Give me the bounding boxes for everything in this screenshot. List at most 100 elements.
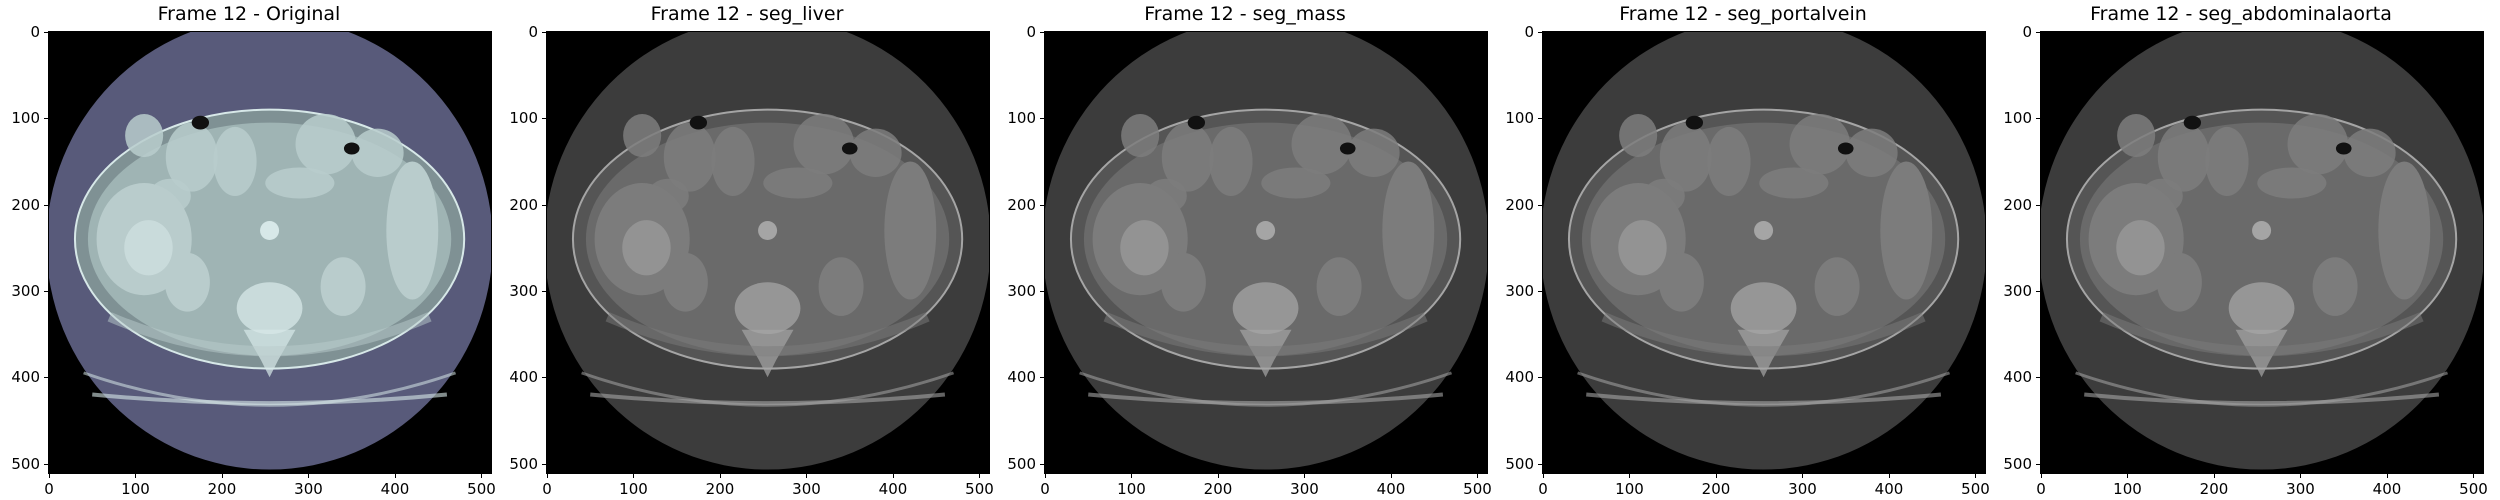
y-tick-mark xyxy=(2036,290,2041,292)
x-tick-mark xyxy=(308,473,310,478)
y-tick-mark xyxy=(44,118,49,120)
image-axes: 0 100 200 300 400 500 0 100 200 300 400 500 xyxy=(11,23,495,498)
x-tick-mark xyxy=(806,473,808,478)
y-tick-label: 500 xyxy=(1505,454,1534,473)
x-tick-mark xyxy=(1477,473,1479,478)
y-tick-label: 0 xyxy=(2022,23,2032,41)
y-tick-mark xyxy=(44,290,49,292)
x-tick-label: 0 xyxy=(1040,480,1050,498)
y-tick-mark xyxy=(1040,377,1045,379)
y-tick-mark xyxy=(542,290,547,292)
y-tick-mark xyxy=(1040,118,1045,120)
x-tick-mark xyxy=(1217,473,1219,478)
y-tick-mark xyxy=(44,463,49,465)
x-tick-label: 200 xyxy=(2199,480,2229,498)
x-tick-label: 500 xyxy=(2459,480,2488,498)
y-tick-label: 400 xyxy=(1505,368,1534,387)
x-tick-label: 300 xyxy=(1788,480,1817,498)
x-tick-mark xyxy=(2386,473,2388,478)
x-tick-label: 400 xyxy=(380,480,410,498)
panel-title: Frame 12 - seg_abdominalaorta xyxy=(2090,3,2392,25)
y-tick-label: 500 xyxy=(509,454,538,473)
y-tick-mark xyxy=(1040,290,1045,292)
y-tick-mark xyxy=(44,377,49,379)
x-tick-mark xyxy=(1390,473,1392,478)
y-tick-mark xyxy=(1538,290,1543,292)
x-tick-mark xyxy=(1543,473,1544,478)
x-tick-label: 400 xyxy=(2372,480,2402,498)
x-tick-label: 400 xyxy=(878,480,908,498)
image-axes: 0 100 200 300 400 500 0 100 200 300 400 500 xyxy=(1007,23,1491,498)
y-tick-label: 100 xyxy=(509,109,538,128)
panel-seg-liver: Frame 12 - seg_liver 0 100 200 300 400 500 0 10… xyxy=(509,0,993,500)
x-tick-label: 200 xyxy=(207,480,237,498)
y-tick-label: 300 xyxy=(1007,281,1036,300)
panel-title: Frame 12 - seg_mass xyxy=(1144,3,1346,25)
x-tick-mark xyxy=(394,473,396,478)
y-tick-label: 200 xyxy=(509,195,538,214)
panel-seg-abdominalaorta: Frame 12 - seg_abdominalaorta 0 100 200 300… xyxy=(2003,0,2487,500)
image-axes: 0 100 200 300 400 500 0 100 200 300 400 500 xyxy=(2003,23,2487,498)
x-tick-label: 100 xyxy=(121,480,150,498)
x-tick-mark xyxy=(49,473,50,478)
panel-seg-mass: Frame 12 - seg_mass 0 100 200 300 400 500 0 100… xyxy=(1007,0,1491,500)
y-tick-mark xyxy=(1040,463,1045,465)
x-tick-label: 100 xyxy=(619,480,648,498)
y-tick-mark xyxy=(2036,32,2041,33)
ct-slice-image xyxy=(2041,32,2483,473)
x-tick-label: 300 xyxy=(294,480,323,498)
y-tick-mark xyxy=(542,118,547,120)
y-tick-mark xyxy=(2036,377,2041,379)
y-tick-label: 300 xyxy=(509,281,538,300)
y-tick-mark xyxy=(1538,377,1543,379)
y-tick-label: 200 xyxy=(11,195,40,214)
y-tick-label: 500 xyxy=(11,454,40,473)
x-tick-mark xyxy=(1629,473,1631,478)
x-tick-mark xyxy=(547,473,548,478)
x-tick-mark xyxy=(481,473,483,478)
x-tick-mark xyxy=(633,473,635,478)
y-tick-mark xyxy=(2036,204,2041,206)
panel-title: Frame 12 - seg_liver xyxy=(650,3,844,25)
y-tick-mark xyxy=(44,32,49,33)
y-tick-label: 300 xyxy=(1505,281,1534,300)
y-tick-label: 200 xyxy=(1007,195,1036,214)
y-tick-mark xyxy=(1538,463,1543,465)
x-tick-mark xyxy=(979,473,981,478)
x-tick-mark xyxy=(2213,473,2215,478)
x-tick-mark xyxy=(135,473,137,478)
x-tick-mark xyxy=(1975,473,1977,478)
x-tick-mark xyxy=(2041,473,2042,478)
y-tick-label: 400 xyxy=(2003,368,2032,387)
y-tick-mark xyxy=(542,377,547,379)
ct-slice-image xyxy=(547,32,989,473)
y-tick-label: 100 xyxy=(1007,109,1036,128)
y-tick-label: 100 xyxy=(2003,109,2032,128)
y-tick-label: 300 xyxy=(2003,281,2032,300)
y-tick-label: 400 xyxy=(11,368,40,387)
x-tick-label: 400 xyxy=(1376,480,1406,498)
x-tick-mark xyxy=(1045,473,1046,478)
y-tick-label: 200 xyxy=(2003,195,2032,214)
x-tick-mark xyxy=(719,473,721,478)
y-tick-mark xyxy=(1538,118,1543,120)
y-tick-mark xyxy=(1040,204,1045,206)
x-tick-label: 500 xyxy=(1961,480,1990,498)
x-tick-label: 100 xyxy=(1117,480,1146,498)
ct-slice-image xyxy=(1543,32,1985,473)
x-tick-label: 300 xyxy=(792,480,821,498)
x-tick-mark xyxy=(2473,473,2475,478)
y-tick-mark xyxy=(2036,463,2041,465)
x-tick-label: 200 xyxy=(1701,480,1731,498)
image-axes: 0 100 200 300 400 500 0 100 200 300 400 500 xyxy=(1505,23,1989,498)
image-axes: 0 100 200 300 400 500 0 100 200 300 400 500 xyxy=(509,23,993,498)
panel-title: Frame 12 - Original xyxy=(157,3,341,25)
y-tick-mark xyxy=(2036,118,2041,120)
x-tick-mark xyxy=(1131,473,1133,478)
y-tick-label: 400 xyxy=(1007,368,1036,387)
x-tick-mark xyxy=(892,473,894,478)
x-tick-mark xyxy=(1888,473,1890,478)
y-tick-label: 100 xyxy=(11,109,40,128)
panel-seg-portalvein: Frame 12 - seg_portalvein 0 100 200 300 400 5… xyxy=(1505,0,1989,500)
